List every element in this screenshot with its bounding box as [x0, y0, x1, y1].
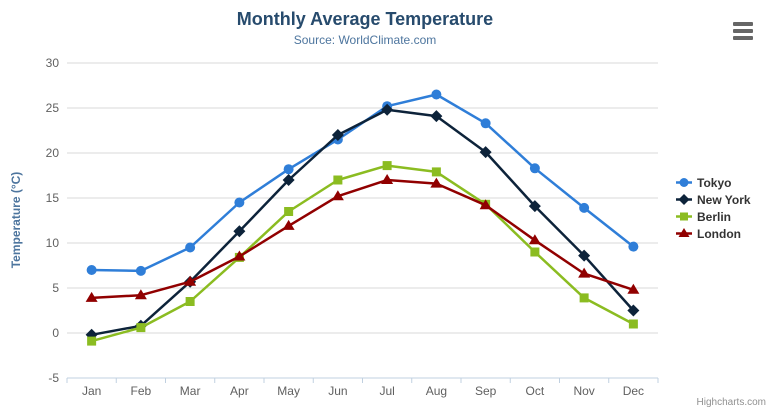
data-point-london[interactable] [233, 250, 246, 261]
data-point-london[interactable] [627, 283, 640, 294]
data-point-tokyo[interactable] [185, 242, 196, 253]
highcharts-credits-link[interactable]: Highcharts.com [696, 397, 766, 408]
data-point-new-york[interactable] [430, 110, 443, 123]
data-point-tokyo[interactable] [135, 265, 146, 276]
hamburger-icon[interactable] [733, 22, 753, 40]
data-point-tokyo[interactable] [579, 202, 590, 213]
data-point-london[interactable] [85, 291, 98, 302]
data-point-berlin[interactable] [87, 336, 97, 346]
data-point-new-york[interactable] [528, 200, 541, 213]
x-axis-tick-label: Sep [475, 384, 497, 398]
y-axis-tick-label: 25 [46, 101, 60, 115]
data-point-tokyo[interactable] [234, 197, 245, 208]
legend-marker-triangle-icon [676, 228, 692, 237]
legend-label: Tokyo [697, 175, 732, 190]
legend-label: New York [697, 192, 751, 207]
x-axis-tick-label: Jun [328, 384, 347, 398]
data-point-berlin[interactable] [333, 175, 343, 185]
data-point-tokyo[interactable] [628, 241, 639, 252]
data-point-tokyo[interactable] [480, 118, 491, 129]
x-axis-tick-label: Jul [379, 384, 394, 398]
legend-marker-square-icon [676, 212, 692, 221]
y-axis-tick-label: -5 [48, 371, 59, 385]
data-point-new-york[interactable] [627, 304, 640, 317]
data-point-berlin[interactable] [284, 207, 294, 216]
data-point-berlin[interactable] [628, 319, 638, 329]
data-point-london[interactable] [331, 190, 344, 201]
series-line-tokyo[interactable] [90, 93, 635, 273]
legend-marker-diamond-icon [676, 194, 692, 205]
hamburger-bar [733, 22, 753, 26]
data-point-london[interactable] [430, 177, 443, 188]
data-point-london[interactable] [479, 199, 492, 210]
legend-item-new-york[interactable]: New York [676, 192, 751, 207]
chart-title: Monthly Average Temperature [236, 9, 494, 29]
hamburger-bar [733, 29, 753, 33]
data-point-new-york[interactable] [479, 146, 492, 159]
data-point-new-york[interactable] [381, 103, 394, 116]
y-axis-tick-label: 20 [46, 146, 60, 160]
data-point-new-york[interactable] [331, 129, 344, 141]
data-point-tokyo[interactable] [86, 265, 97, 275]
series-line-berlin[interactable] [90, 164, 635, 343]
y-axis-title: Temperature (°C) [9, 171, 23, 269]
chart-subtitle: Source: WorldClimate.com [293, 33, 437, 47]
data-point-new-york[interactable] [282, 174, 295, 186]
legend-symbol-new-york[interactable] [678, 194, 690, 205]
legend-symbol-tokyo[interactable] [679, 178, 689, 187]
legend: Tokyo New York Berlin London [676, 175, 751, 241]
x-axis-tick-label: Aug [426, 384, 447, 398]
series-london [85, 174, 640, 302]
series-tokyo [86, 89, 639, 276]
y-axis-tick-label: 10 [46, 236, 60, 250]
series-new-york [85, 103, 640, 341]
y-axis-tick-label: 30 [46, 56, 60, 70]
x-axis-tick-label: May [277, 384, 300, 398]
data-point-berlin[interactable] [185, 297, 195, 306]
x-axis-tick-label: Dec [623, 384, 644, 398]
data-point-tokyo[interactable] [529, 163, 540, 174]
data-point-tokyo[interactable] [283, 164, 294, 175]
legend-item-london[interactable]: London [676, 226, 751, 241]
series-line-new-york[interactable] [90, 108, 635, 337]
y-axis-tick-label: 5 [52, 281, 59, 295]
hamburger-bar [733, 36, 753, 40]
data-point-london[interactable] [134, 289, 147, 300]
data-point-london[interactable] [184, 275, 197, 286]
x-axis-tick-label: Apr [230, 384, 249, 398]
data-point-berlin[interactable] [382, 161, 392, 171]
legend-symbol-london[interactable] [678, 228, 690, 237]
x-axis-tick-label: Jan [82, 384, 101, 398]
legend-label: Berlin [697, 209, 732, 224]
data-point-berlin[interactable] [530, 247, 540, 257]
legend-marker-circle-icon [676, 178, 692, 187]
data-point-berlin[interactable] [579, 293, 589, 303]
legend-symbol-berlin[interactable] [680, 212, 688, 221]
y-axis-tick-label: 0 [52, 326, 59, 340]
data-point-london[interactable] [381, 174, 394, 184]
data-point-london[interactable] [528, 234, 541, 245]
x-axis-tick-label: Oct [526, 384, 545, 398]
x-axis-tick-label: Mar [180, 384, 201, 398]
legend-label: London [697, 226, 741, 241]
data-point-new-york[interactable] [578, 249, 591, 262]
data-point-london[interactable] [282, 219, 295, 230]
y-axis-tick-label: 15 [46, 191, 60, 205]
x-axis-tick-label: Feb [131, 384, 152, 398]
legend-item-tokyo[interactable]: Tokyo [676, 175, 751, 190]
data-point-london[interactable] [578, 267, 591, 278]
series-line-london[interactable] [90, 178, 635, 300]
data-point-berlin[interactable] [136, 323, 146, 333]
legend-item-berlin[interactable]: Berlin [676, 209, 751, 224]
data-point-new-york[interactable] [233, 225, 246, 238]
data-point-tokyo[interactable] [431, 89, 442, 100]
data-point-berlin[interactable] [431, 167, 441, 177]
x-axis-tick-label: Nov [573, 384, 594, 398]
